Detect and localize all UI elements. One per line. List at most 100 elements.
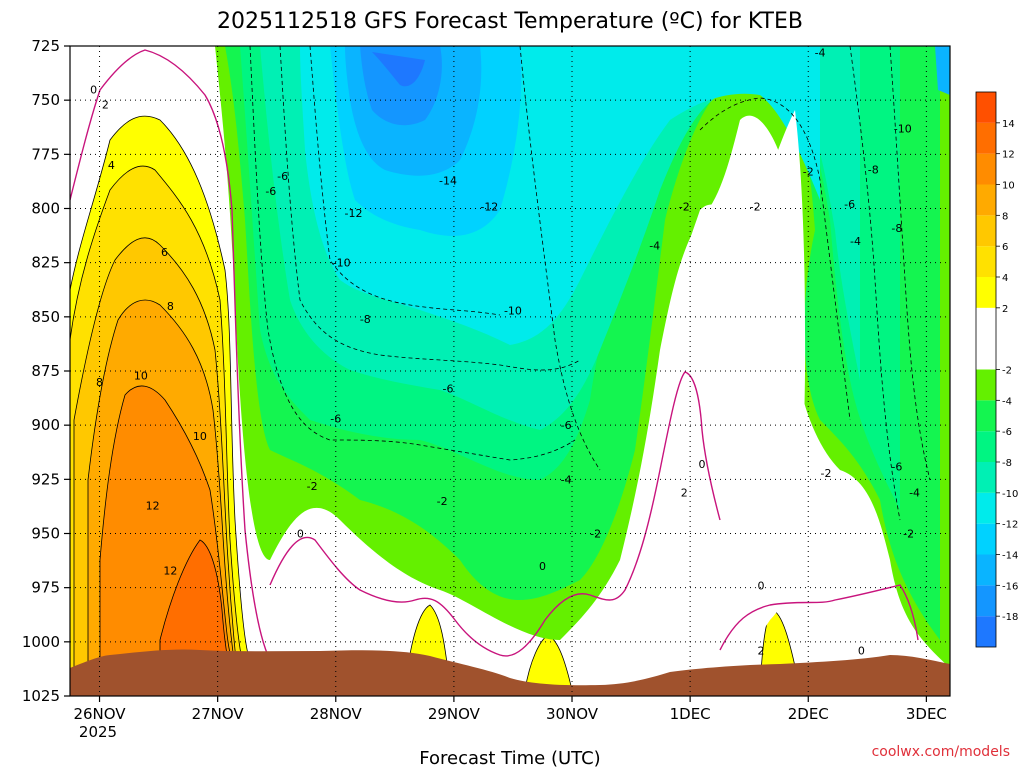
y-tick-label: 950	[31, 525, 60, 543]
contour-label: 2	[758, 645, 765, 658]
y-tick-label: 875	[31, 362, 60, 380]
gridlines	[70, 46, 950, 696]
contour-label: 0	[758, 580, 765, 593]
contour-label: -2	[903, 528, 914, 541]
ground-terrain	[70, 649, 950, 696]
contour-label: -4	[815, 47, 826, 60]
colorbar-tick-label: -8	[1002, 458, 1012, 469]
colorbar-segment	[976, 184, 996, 216]
colorbar-tick-label: -2	[1002, 366, 1012, 377]
contour-label: 10	[134, 369, 148, 382]
contour-label: -10	[504, 304, 522, 317]
contour-label: 8	[96, 376, 103, 389]
x-tick-label: 30NOV	[546, 705, 599, 723]
contour-label: 0	[90, 83, 97, 96]
y-axis: 725 750 775 800 825 850 875 900 925 950 975 1000 102…	[22, 37, 70, 705]
cold-fill-corner	[935, 46, 950, 95]
cold-fill-m18	[372, 52, 425, 87]
contour-label: -4	[909, 486, 920, 499]
y-tick-label: 1025	[22, 687, 60, 705]
contour-label: -12	[480, 200, 498, 213]
colorbar-segment	[976, 431, 996, 462]
colorbar-segment	[976, 215, 996, 247]
x-tick-label: 27NOV	[192, 705, 245, 723]
colorbar-tick-label: 12	[1002, 150, 1015, 161]
colorbar-segment	[976, 523, 996, 555]
contour-zero-left	[70, 49, 271, 661]
contour-label: -8	[891, 222, 902, 235]
contour-label: -2	[437, 495, 448, 508]
y-tick-label: 1000	[22, 633, 60, 651]
contour-label: 10	[193, 430, 207, 443]
contour-dashed-a	[249, 46, 576, 461]
colorbar-segment	[976, 92, 996, 123]
colorbar-tick-label: -6	[1002, 427, 1012, 438]
colorbar-tick-label: 2	[1002, 304, 1008, 315]
contour-label: -6	[277, 170, 288, 183]
contour-label: -10	[894, 122, 912, 135]
contour-label: -6	[891, 460, 902, 473]
contour-label: -6	[443, 382, 454, 395]
colorbar-segment	[976, 153, 996, 185]
contour-label: 2	[681, 486, 688, 499]
colorbar-segment	[976, 246, 996, 277]
colorbar-segment	[976, 616, 996, 647]
contour-label: 12	[146, 499, 160, 512]
chart-title: 2025112518 GFS Forecast Temperature (ºC)…	[217, 9, 803, 34]
contour-label: -6	[330, 413, 341, 426]
colorbar: 14 12 10 8 6 4 2 -2 -4 -6 -8 -10 -12 -14 -16 -18	[975, 91, 1018, 648]
contour-label: 12	[163, 564, 177, 577]
contour-label: 0	[858, 645, 865, 658]
x-axis: 26NOV 27NOV 28NOV 29NOV 30NOV 1DEC 2DEC 3DEC	[73, 696, 947, 723]
y-tick-label: 850	[31, 308, 60, 326]
contour-label: 8	[167, 300, 174, 313]
contour-dashed-b	[279, 46, 581, 371]
x-tick-label: 29NOV	[428, 705, 481, 723]
white-gap-dec	[640, 110, 810, 690]
contour-label: -2	[820, 467, 831, 480]
contour-dashed-d	[699, 97, 851, 421]
y-tick-label: 725	[31, 37, 60, 55]
x-subtitle-year: 2025	[79, 723, 117, 741]
contour-label: -4	[850, 235, 861, 248]
colorbar-tick-label: -14	[1002, 551, 1018, 562]
x-tick-label: 28NOV	[310, 705, 363, 723]
x-tick-label: 2DEC	[788, 705, 829, 723]
contour-zero-mid	[269, 371, 721, 657]
y-tick-label: 775	[31, 145, 60, 163]
contour-label: -10	[333, 257, 351, 270]
contour-dashed-f	[889, 46, 931, 481]
x-tick-label: 3DEC	[906, 705, 947, 723]
contour-label: 0	[698, 458, 705, 471]
colorbar-segment	[976, 462, 996, 493]
colorbar-segment	[976, 492, 996, 524]
contour-dashed-e	[849, 46, 901, 521]
contour-label: -14	[439, 174, 457, 187]
x-axis-label: Forecast Time (UTC)	[419, 748, 600, 768]
contour-label: -2	[307, 480, 318, 493]
y-tick-label: 825	[31, 254, 60, 272]
colorbar-tick-label: -4	[1002, 396, 1012, 407]
contour-lines	[70, 46, 931, 661]
watermark-text: coolwx.com/models	[872, 744, 1010, 760]
contour-label: -2	[590, 528, 601, 541]
warm-fill-14	[159, 539, 229, 666]
x-tick-label: 26NOV	[73, 705, 126, 723]
colorbar-tick-label: -12	[1002, 520, 1018, 531]
colorbar-tick-label: 10	[1002, 181, 1015, 192]
y-tick-label: 975	[31, 579, 60, 597]
contour-label: 0	[297, 528, 304, 541]
y-tick-label: 750	[31, 91, 60, 109]
colorbar-segment	[976, 277, 996, 308]
colorbar-tick-label: -10	[1002, 489, 1018, 500]
contour-label: -4	[649, 239, 660, 252]
x-tick-label: 1DEC	[670, 705, 711, 723]
colorbar-tick-label: -18	[1002, 612, 1018, 623]
colorbar-tick-label: 14	[1002, 119, 1015, 130]
contour-label: 0	[539, 560, 546, 573]
colorbar-segment	[976, 307, 996, 370]
colorbar-segment	[976, 554, 996, 586]
colorbar-tick-label: 4	[1002, 273, 1008, 284]
